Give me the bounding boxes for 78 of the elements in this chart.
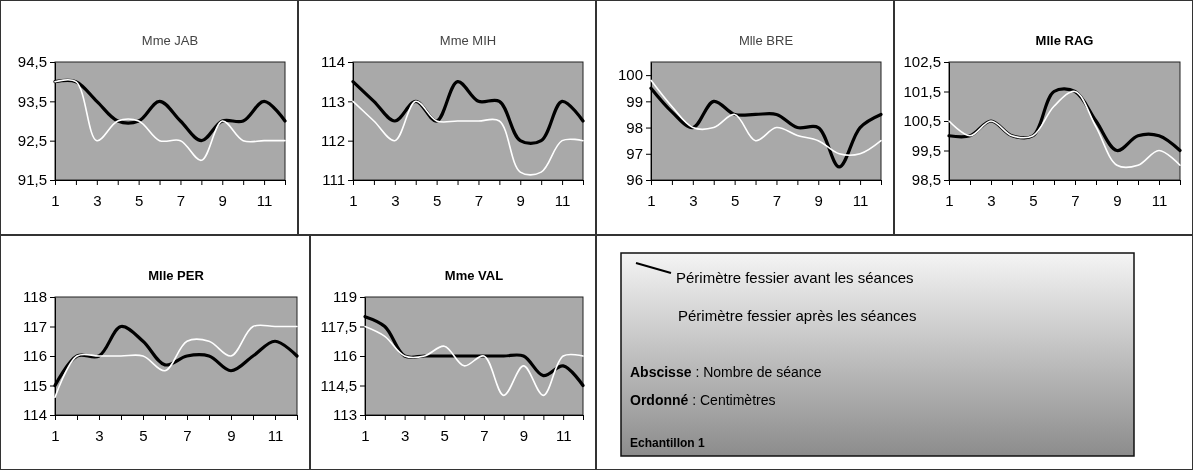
- text: Périmètre fessier avant les séances: [676, 269, 914, 286]
- y-tick-label: 99: [626, 92, 643, 110]
- x-tick-label: 11: [267, 427, 284, 444]
- x-tick-label: 3: [95, 427, 104, 444]
- x-tick-label: 1: [945, 192, 954, 209]
- x-tick-label: 7: [183, 427, 192, 444]
- y-tick-label: 98: [626, 118, 643, 136]
- text: Ordonné : Centimètres: [630, 392, 776, 408]
- x-tick-label: 3: [93, 192, 102, 209]
- y-tick-label: 101,5: [903, 82, 941, 100]
- x-tick-label: 11: [852, 192, 869, 209]
- x-tick-label: 1: [361, 427, 370, 444]
- x-tick-label: 1: [51, 427, 60, 444]
- x-tick-label: 11: [256, 192, 273, 209]
- x-tick-label: 3: [400, 427, 410, 444]
- y-tick-label: 98,5: [911, 171, 941, 189]
- line-series: [364, 325, 584, 397]
- text: Echantillon 1: [630, 436, 705, 450]
- y-tick-label: 112: [321, 131, 345, 149]
- y-tick-label: 113: [321, 92, 345, 110]
- x-tick-label: 9: [1113, 192, 1122, 209]
- line-series: [54, 79, 286, 162]
- y-tick-label: 93,5: [17, 92, 47, 110]
- x-tick-label: 3: [689, 192, 698, 209]
- y-tick-label: 118: [23, 288, 47, 306]
- x-tick-label: 5: [730, 192, 740, 209]
- y-tick-label: 94,5: [17, 53, 47, 71]
- x-tick-label: 1: [51, 192, 60, 209]
- y-tick-label: 114: [23, 406, 47, 424]
- y-tick-label: 99,5: [911, 141, 941, 159]
- x-tick-label: 7: [176, 192, 186, 209]
- x-tick-label: 7: [474, 192, 484, 209]
- x-tick-label: 5: [432, 192, 442, 209]
- x-tick-label: 9: [218, 192, 227, 209]
- x-tick-label: 9: [516, 192, 525, 209]
- chart-title: Mlle PER: [148, 268, 205, 283]
- y-tick-label: 116: [333, 347, 357, 365]
- x-tick-label: 5: [1029, 192, 1038, 209]
- x-tick-label: 11: [554, 192, 571, 209]
- x-tick-label: 9: [519, 427, 529, 444]
- y-tick-label: 111: [322, 171, 345, 189]
- y-tick-label: 100,5: [903, 112, 941, 130]
- text: Périmètre fessier après les séances: [678, 307, 917, 324]
- x-tick-label: 1: [647, 192, 656, 209]
- y-tick-label: 117,5: [320, 317, 357, 335]
- chart-title: Mme VAL: [444, 268, 504, 283]
- x-tick-label: 7: [1071, 192, 1080, 209]
- y-tick-label: 96: [626, 171, 643, 189]
- text: Abscisse : Nombre de séance: [630, 364, 822, 380]
- chart-title: Mme MIH: [439, 33, 497, 48]
- x-tick-label: 7: [480, 427, 489, 444]
- y-tick-label: 92,5: [17, 131, 47, 149]
- y-tick-label: 116: [23, 347, 47, 365]
- x-tick-label: 5: [440, 427, 449, 444]
- x-tick-label: 3: [987, 192, 996, 209]
- x-tick-label: 3: [391, 192, 400, 209]
- y-tick-label: 97: [626, 145, 643, 163]
- chart-title: Mme JAB: [141, 33, 199, 48]
- x-tick-label: 9: [227, 427, 236, 444]
- y-tick-label: 114,5: [320, 376, 357, 394]
- y-tick-label: 119: [333, 288, 357, 306]
- x-tick-label: 11: [555, 427, 572, 444]
- x-tick-label: 11: [1151, 192, 1168, 209]
- y-tick-label: 91,5: [17, 171, 47, 189]
- y-tick-label: 100: [617, 66, 643, 84]
- x-tick-label: 5: [139, 427, 148, 444]
- y-tick-label: 117: [23, 317, 47, 335]
- y-tick-label: 113: [333, 406, 357, 424]
- y-tick-label: 115: [23, 376, 47, 394]
- chart-title: Mlle RAG: [1035, 33, 1094, 48]
- y-tick-label: 102,5: [903, 53, 941, 71]
- x-tick-label: 5: [134, 192, 144, 209]
- y-tick-label: 114: [321, 53, 345, 71]
- line-series: [54, 324, 298, 399]
- chart-title: Mlle BRE: [738, 33, 794, 48]
- x-tick-label: 9: [814, 192, 823, 209]
- x-tick-label: 1: [349, 192, 358, 209]
- x-tick-label: 7: [772, 192, 782, 209]
